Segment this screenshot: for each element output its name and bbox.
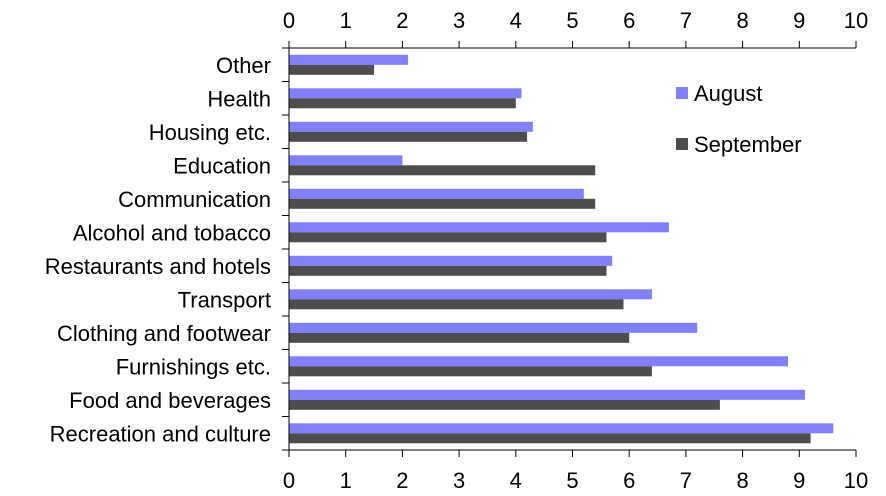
category-label: Education bbox=[173, 153, 271, 178]
legend-swatch-august bbox=[676, 87, 688, 99]
category-labels: Other Health Housing etc. Education Communic… bbox=[45, 53, 271, 446]
x-tick-label-top: 1 bbox=[340, 8, 352, 33]
legend-label-august: August bbox=[694, 81, 763, 106]
bar-september-10 bbox=[289, 399, 720, 410]
category-label: Health bbox=[207, 86, 271, 111]
x-tick-label-top: 7 bbox=[680, 8, 692, 33]
bar-august-0 bbox=[289, 54, 409, 65]
category-label: Alcohol and tobacco bbox=[73, 220, 271, 245]
category-label: Furnishings etc. bbox=[116, 354, 271, 379]
bar-august-8 bbox=[289, 322, 698, 333]
x-tick-label-bottom: 7 bbox=[680, 468, 692, 493]
bar-september-8 bbox=[289, 332, 630, 343]
bar-september-2 bbox=[289, 131, 528, 142]
category-label: Other bbox=[216, 53, 271, 78]
bar-august-10 bbox=[289, 389, 805, 400]
bar-august-6 bbox=[289, 255, 613, 266]
x-tick-label-bottom: 8 bbox=[736, 468, 748, 493]
x-tick-label-top: 4 bbox=[510, 8, 522, 33]
bar-august-2 bbox=[289, 121, 533, 132]
bar-september-11 bbox=[289, 433, 811, 444]
legend-swatch-september bbox=[676, 138, 688, 150]
x-tick-label-top: 2 bbox=[396, 8, 408, 33]
legend-label-september: September bbox=[694, 132, 802, 157]
category-label: Transport bbox=[178, 287, 271, 312]
x-tick-label-bottom: 0 bbox=[283, 468, 295, 493]
bar-august-3 bbox=[289, 155, 403, 166]
x-tick-label-top: 0 bbox=[283, 8, 295, 33]
bar-september-6 bbox=[289, 265, 607, 276]
bar-august-11 bbox=[289, 423, 834, 434]
bar-august-7 bbox=[289, 289, 652, 300]
bar-september-1 bbox=[289, 98, 516, 109]
x-tick-label-bottom: 5 bbox=[566, 468, 578, 493]
category-label: Housing etc. bbox=[149, 120, 271, 145]
bar-august-4 bbox=[289, 188, 584, 199]
x-tick-label-bottom: 4 bbox=[510, 468, 522, 493]
bar-august-1 bbox=[289, 88, 522, 99]
legend: August September bbox=[676, 81, 802, 157]
bar-august-5 bbox=[289, 222, 669, 233]
category-label: Communication bbox=[118, 187, 271, 212]
bar-september-0 bbox=[289, 64, 375, 75]
category-label: Clothing and footwear bbox=[57, 321, 271, 346]
x-tick-label-bottom: 3 bbox=[453, 468, 465, 493]
axes-layer: 0 0 1 1 2 2 3 3 4 4 5 5 6 6 7 7 8 8 9 9 10 10 bbox=[282, 8, 868, 493]
bar-august-9 bbox=[289, 356, 788, 367]
bar-september-7 bbox=[289, 299, 624, 310]
x-tick-label-top: 9 bbox=[793, 8, 805, 33]
x-tick-label-bottom: 1 bbox=[340, 468, 352, 493]
x-tick-label-bottom: 2 bbox=[396, 468, 408, 493]
category-label: Food and beverages bbox=[69, 388, 271, 413]
bars-layer bbox=[289, 54, 834, 444]
bar-september-5 bbox=[289, 232, 607, 243]
x-tick-label-bottom: 6 bbox=[623, 468, 635, 493]
x-tick-label-top: 5 bbox=[566, 8, 578, 33]
bar-september-9 bbox=[289, 366, 652, 377]
x-tick-label-bottom: 10 bbox=[844, 468, 868, 493]
x-tick-label-bottom: 9 bbox=[793, 468, 805, 493]
category-label: Restaurants and hotels bbox=[45, 254, 271, 279]
x-tick-label-top: 6 bbox=[623, 8, 635, 33]
x-tick-label-top: 3 bbox=[453, 8, 465, 33]
bar-september-4 bbox=[289, 198, 596, 209]
x-tick-label-top: 10 bbox=[844, 8, 868, 33]
x-tick-label-top: 8 bbox=[736, 8, 748, 33]
bar-september-3 bbox=[289, 165, 596, 176]
category-label: Recreation and culture bbox=[50, 421, 271, 446]
